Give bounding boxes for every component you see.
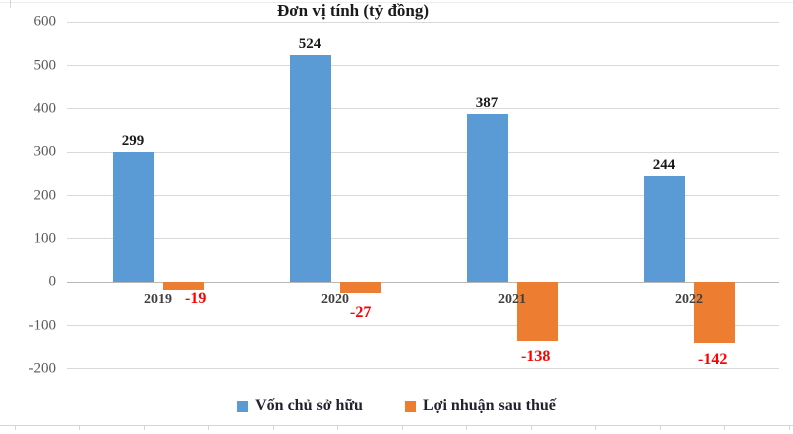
sheet-column-tick (401, 425, 403, 430)
sheet-column-tick (208, 425, 209, 430)
gridline (67, 368, 779, 370)
y-axis-tick-label: 100 (33, 230, 57, 247)
gridline (67, 108, 779, 110)
sheet-column-tick (272, 425, 274, 430)
equity-bar (289, 54, 331, 282)
x-axis-category-label: 2022 (675, 291, 703, 307)
profit-bar (339, 281, 381, 294)
y-axis-tick-label: 0 (48, 273, 57, 290)
zero-gridline (67, 281, 779, 283)
sheet-column-tick (724, 425, 725, 430)
y-axis-tick-label: 300 (33, 143, 57, 160)
legend-label: Lợi nhuận sau thuế (422, 397, 556, 414)
legend-swatch-icon (237, 400, 249, 412)
y-axis-tick-label: 400 (33, 100, 57, 117)
y-axis-tick-label: 200 (33, 187, 57, 203)
profit-bar (516, 281, 558, 342)
sheet-column-tick (530, 425, 532, 430)
negative-value-label: -27 (350, 304, 372, 321)
x-axis-category-label: 2020 (321, 291, 349, 307)
y-axis-tick-label: 600 (33, 13, 57, 30)
sheet-column-tick (14, 425, 16, 430)
sheet-corner-tick (10, 0, 11, 8)
positive-value-label: 299 (121, 133, 145, 150)
chart-legend: Vốn chủ sở hữu Lợi nhuận sau thuế (0, 396, 793, 416)
gridline (67, 21, 779, 23)
legend-item-profit: Lợi nhuận sau thuế (404, 397, 556, 414)
y-axis-tick-label: 500 (33, 57, 57, 73)
equity-bar (643, 176, 685, 282)
gridline (67, 65, 779, 66)
sheet-top-border (0, 2, 793, 3)
gridline (67, 325, 779, 326)
sheet-column-tick (659, 425, 661, 430)
y-axis-tick-label: -100 (28, 317, 57, 333)
sheet-column-tick (595, 425, 596, 430)
negative-value-label: -142 (698, 351, 728, 368)
sheet-bottom-border (0, 425, 793, 426)
gridline (67, 195, 779, 196)
x-axis-category-label: 2021 (498, 291, 526, 307)
positive-value-label: 244 (652, 157, 676, 173)
sheet-column-tick (143, 425, 145, 430)
sheet-column-tick (466, 425, 467, 430)
gridline (67, 151, 779, 153)
sheet-column-tick (79, 425, 80, 430)
y-axis-tick-label: -200 (28, 360, 57, 377)
negative-value-label: -138 (521, 348, 551, 365)
x-axis-category-label: 2019 (144, 291, 172, 307)
legend-item-equity: Vốn chủ sở hữu (237, 398, 363, 414)
positive-value-label: 524 (298, 35, 322, 52)
legend-label: Vốn chủ sở hữu (255, 397, 363, 414)
negative-value-label: -19 (185, 290, 207, 307)
sheet-column-tick (337, 425, 338, 430)
profit-bar (693, 281, 735, 344)
chart-title: Đơn vị tính (tỷ đồng) (276, 1, 430, 20)
gridline (67, 238, 779, 240)
profit-bar (162, 281, 204, 290)
equity-bar (466, 114, 508, 282)
legend-swatch-icon (404, 400, 416, 412)
sheet-column-tick (788, 425, 790, 430)
positive-value-label: 387 (475, 95, 499, 111)
equity-bar (112, 152, 154, 282)
